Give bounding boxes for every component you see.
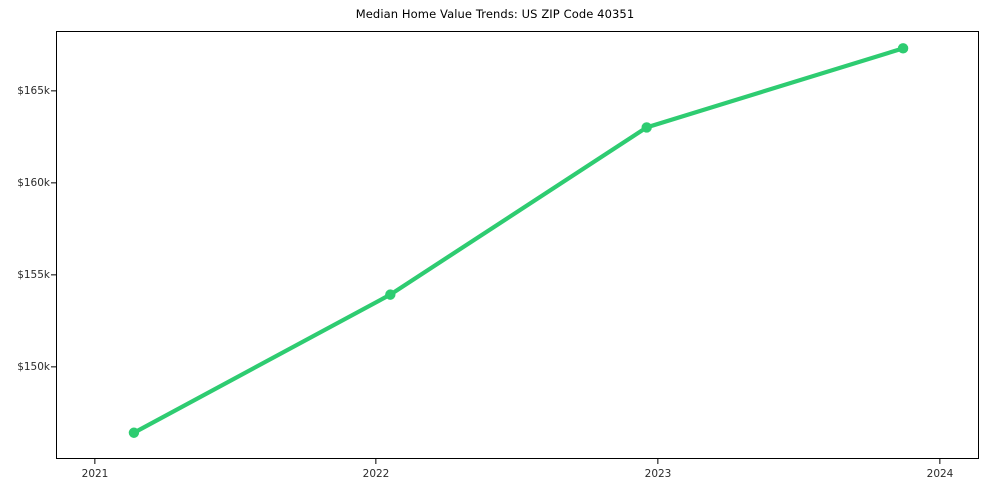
y-axis-tick-labels: $150k $155k $160k $165k xyxy=(0,0,50,490)
x-tick-mark xyxy=(94,459,96,464)
x-tick-mark xyxy=(939,459,941,464)
y-tick-label: $160k xyxy=(17,177,50,189)
data-point-marker xyxy=(128,427,140,438)
y-tick-label: $150k xyxy=(17,361,50,373)
x-tick-label: 2021 xyxy=(81,468,109,480)
plot-area xyxy=(56,31,979,459)
y-tick-mark xyxy=(51,182,56,184)
data-point-marker xyxy=(641,122,652,133)
y-tick-mark xyxy=(51,366,56,368)
series-line-median-home-value xyxy=(131,46,906,435)
x-tick-mark xyxy=(375,459,377,464)
x-tick-label: 2022 xyxy=(362,468,390,480)
chart-title: Median Home Value Trends: US ZIP Code 40… xyxy=(355,7,635,21)
y-tick-mark xyxy=(51,274,56,276)
x-tick-mark xyxy=(657,459,659,464)
data-point-marker xyxy=(897,43,909,54)
y-tick-mark xyxy=(51,90,56,92)
x-tick-label: 2024 xyxy=(926,468,954,480)
x-tick-label: 2023 xyxy=(644,468,672,480)
data-point-marker xyxy=(385,289,396,300)
series-markers xyxy=(128,43,909,438)
y-tick-label: $165k xyxy=(17,85,50,97)
y-tick-label: $155k xyxy=(17,269,50,281)
line-chart-canvas xyxy=(128,43,909,438)
